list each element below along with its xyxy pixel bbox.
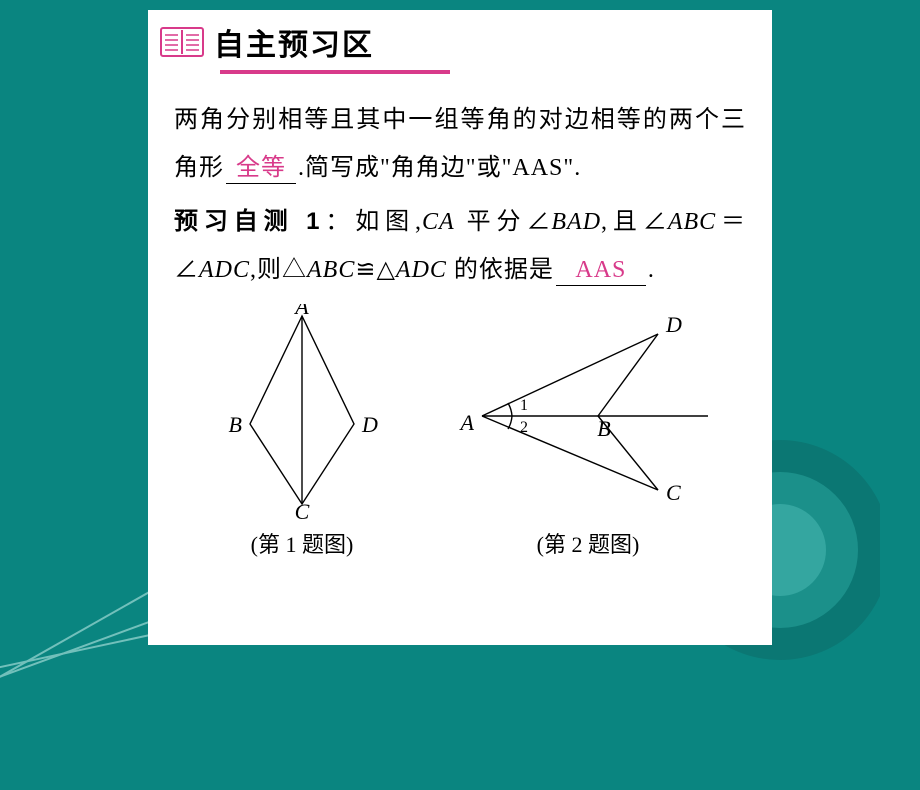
- p1-abc: ABC: [668, 209, 716, 235]
- fig2-angle1: 1: [520, 397, 528, 414]
- fig2-D: D: [665, 312, 682, 337]
- figure-2: A B D C 1 2 (第 2 题图): [458, 304, 718, 567]
- p1-adc: ADC: [199, 257, 250, 283]
- p1-cong: ≌: [355, 257, 376, 283]
- fig2-A: A: [459, 410, 475, 435]
- figures-row: A B D C (第 1 题图): [174, 304, 746, 567]
- figure-1-svg: A B D C: [202, 304, 402, 519]
- p1-b: 平分∠: [455, 209, 552, 235]
- theorem-post: .简写成"角角边"或"AAS".: [298, 155, 581, 181]
- theorem-line: 两角分别相等且其中一组等角的对边相等的两个三角形全等.简写成"角角边"或"AAS…: [174, 96, 746, 192]
- section-title: 自主预习区: [214, 20, 374, 64]
- fig2-B: B: [597, 416, 610, 441]
- p1-adc2: ADC: [396, 257, 447, 283]
- problem1-label: 预习自测 1: [174, 208, 320, 235]
- p1-bad: BAD: [551, 209, 601, 235]
- fig1-C: C: [295, 499, 310, 519]
- figure-2-caption: (第 2 题图): [537, 523, 640, 567]
- p1-period: .: [648, 257, 655, 283]
- colon: ：: [320, 209, 355, 235]
- p1-c: ,且∠: [601, 209, 668, 235]
- theorem-blank: 全等: [226, 154, 296, 184]
- p1-g: 的依据是: [447, 257, 554, 283]
- fig1-B: B: [229, 412, 242, 437]
- p1-abc2: ABC: [307, 257, 355, 283]
- p1-e: ,则△: [250, 257, 307, 283]
- problem1: 预习自测 1：如图,CA 平分∠BAD,且∠ABC＝∠ADC,则△ABC≌△AD…: [174, 198, 746, 294]
- book-icon: [160, 27, 204, 57]
- p1-ca: CA: [422, 209, 455, 235]
- slide-content: 自主预习区 两角分别相等且其中一组等角的对边相等的两个三角形全等.简写成"角角边…: [148, 10, 772, 645]
- figure-2-svg: A B D C 1 2: [458, 304, 718, 519]
- section-header: 自主预习区: [148, 10, 772, 70]
- p1-a: 如图,: [355, 209, 422, 235]
- body-text: 两角分别相等且其中一组等角的对边相等的两个三角形全等.简写成"角角边"或"AAS…: [148, 74, 772, 577]
- fig1-A: A: [293, 304, 309, 319]
- fig2-angle2: 2: [520, 419, 528, 436]
- p1-f: △: [376, 257, 395, 283]
- problem1-blank: AAS: [556, 256, 646, 286]
- figure-1: A B D C (第 1 题图): [202, 304, 402, 567]
- figure-1-caption: (第 1 题图): [251, 523, 354, 567]
- fig1-D: D: [361, 412, 378, 437]
- fig2-C: C: [666, 480, 681, 505]
